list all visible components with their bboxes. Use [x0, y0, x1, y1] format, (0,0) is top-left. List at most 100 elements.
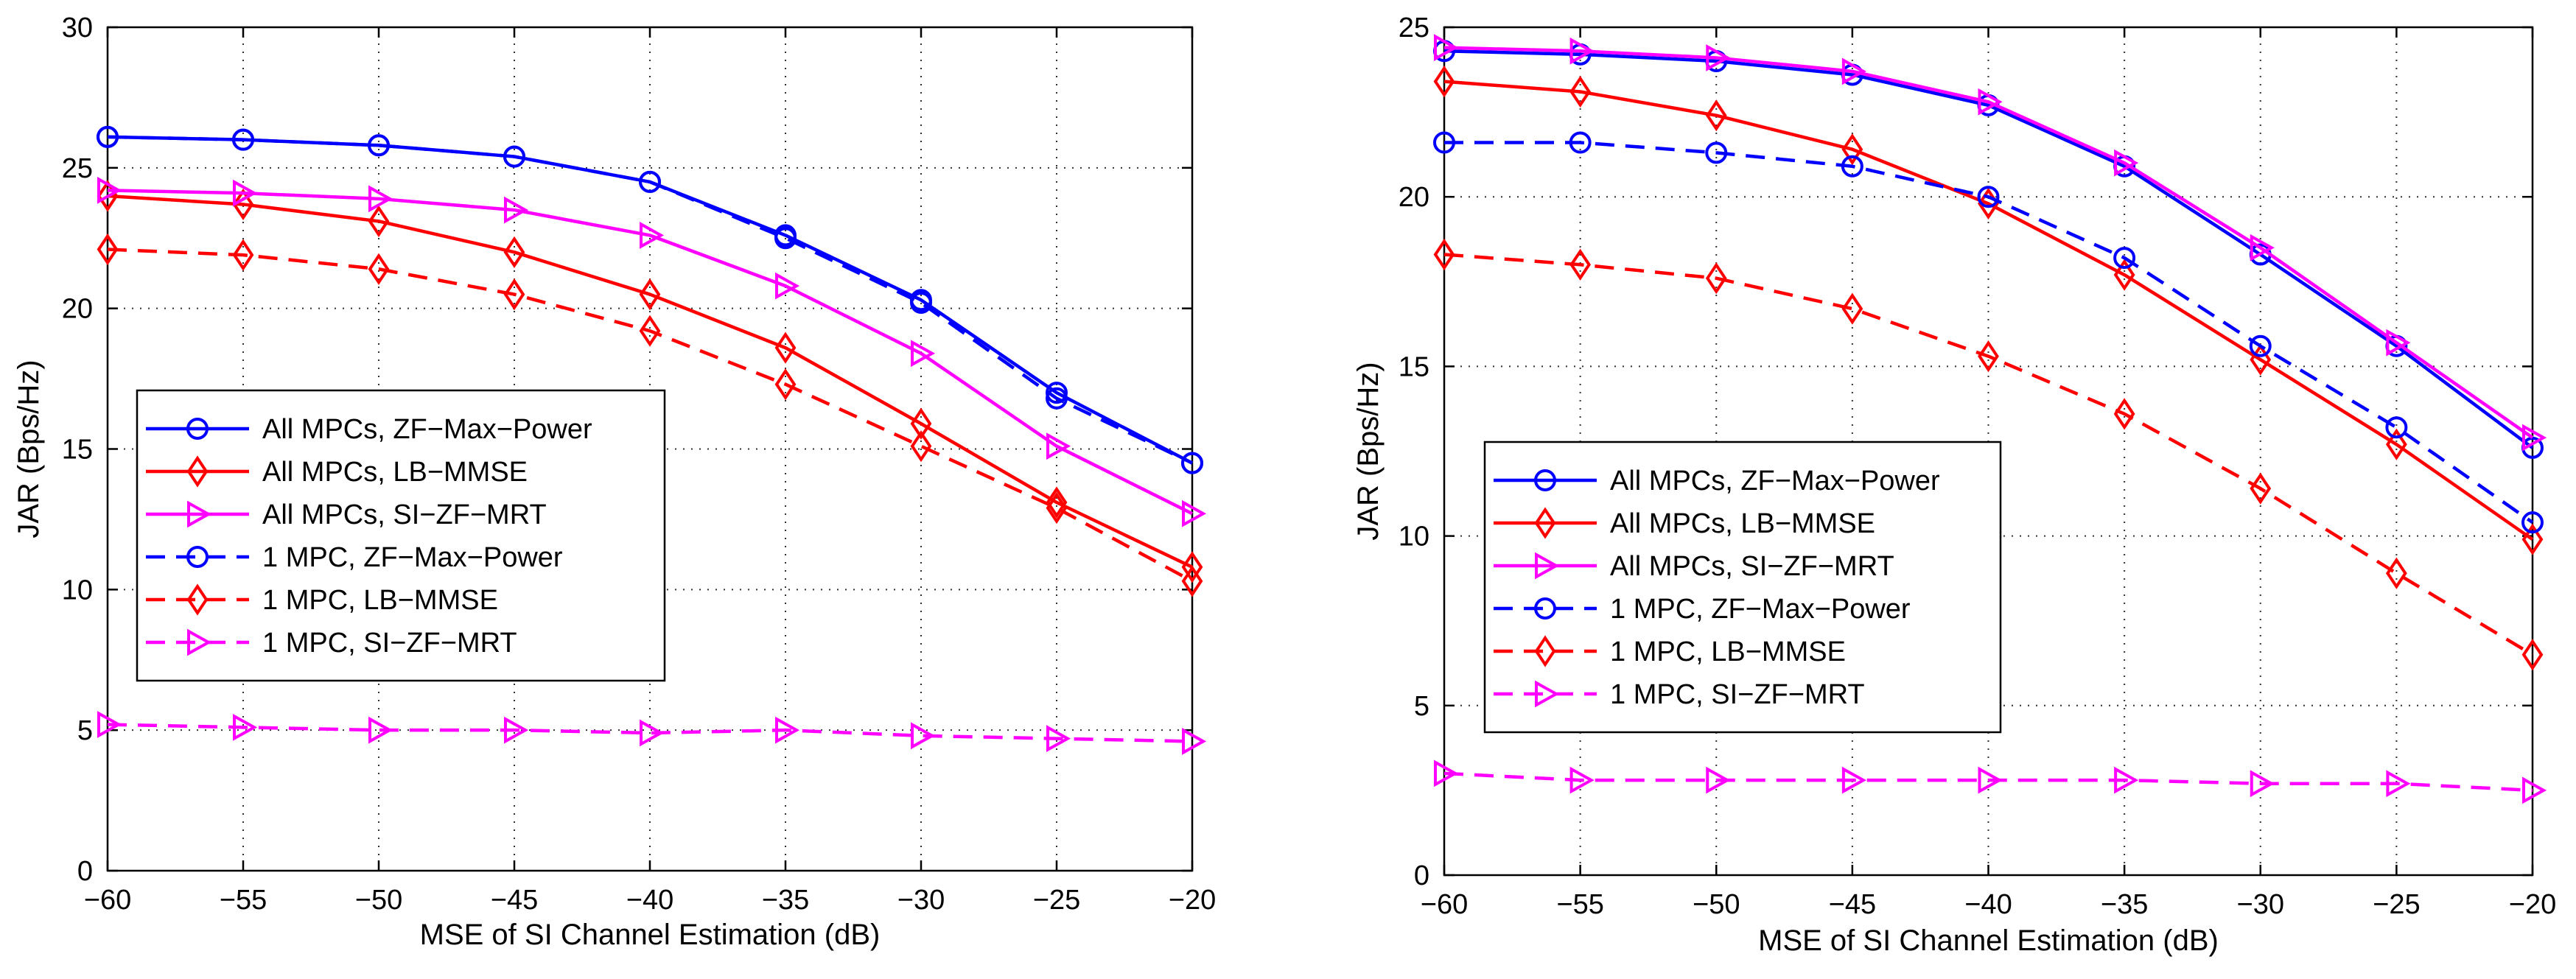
- panel1-series-3-line: [107, 189, 1194, 516]
- panel1-x-tick-label-8: −20: [1169, 885, 1216, 916]
- panel1-legend-marker-4: [186, 546, 209, 568]
- panel1-series-6: [97, 711, 1207, 755]
- panel2-series-6-point-3: [1706, 766, 1731, 794]
- panel2-series-3-point-8: [2386, 329, 2411, 357]
- panel2-series-6-point-1: [1434, 759, 1459, 787]
- panel2-series-3: [1434, 34, 2547, 452]
- panel2-series-6-line: [1443, 771, 2533, 793]
- panel2-series-4-point-2: [1569, 131, 1592, 154]
- panel2-y-axis-label: JAR (Bps/Hz): [1352, 362, 1385, 540]
- panel1-series-3-point-7: [911, 340, 936, 368]
- panel2-series-6-point-7: [2250, 770, 2275, 798]
- panel2-series-3-line: [1443, 46, 2534, 439]
- panel1-series-6-point-3: [368, 716, 393, 744]
- panel1-series-5-point-8: [1046, 492, 1068, 524]
- panel1-series-2-point-2: [232, 188, 254, 221]
- panel2-legend-marker-6: [1535, 680, 1560, 708]
- panel1-legend-label-5: 1 MPC, LB−MMSE: [262, 585, 498, 616]
- panel1-x-tick-label-2: −50: [355, 885, 402, 916]
- panel2-x-tick-label-1: −55: [1556, 889, 1603, 920]
- panel2-series-4-point-9: [2521, 511, 2544, 534]
- panel1-series-5-point-7: [910, 430, 932, 463]
- panel2-legend-marker-4: [1534, 597, 1556, 620]
- panel2-x-axis-label: MSE of SI Channel Estimation (dB): [1758, 924, 2219, 957]
- panel1-legend: All MPCs, ZF−Max−Power All MPCs, LB−MMSE A…: [136, 389, 666, 682]
- panel2-legend: All MPCs, ZF−Max−Power All MPCs, LB−MMSE A…: [1483, 441, 2002, 734]
- panel2-x-tick-label-3: −45: [1829, 889, 1876, 920]
- panel1-legend-label-3: All MPCs, SI−ZF−MRT: [262, 499, 547, 530]
- panel2-series-3-point-5: [1978, 88, 2003, 116]
- panel2-legend-label-3: All MPCs, SI−ZF−MRT: [1610, 551, 1894, 582]
- panel1-series-6-point-2: [233, 713, 258, 741]
- panel1-series-5-point-1: [97, 233, 119, 266]
- panel1-legend-label-6: 1 MPC, SI−ZF−MRT: [262, 628, 517, 659]
- panel1-x-axis-label: MSE of SI Channel Estimation (dB): [420, 919, 881, 951]
- panel2-series-6-point-9: [2522, 776, 2547, 804]
- panel1-series-4-point-8: [1046, 387, 1068, 410]
- panel2-series-5-point-6: [2113, 398, 2135, 430]
- panel1-series-2-point-9: [1181, 551, 1203, 583]
- panel2-x-tick-label-0: −60: [1421, 889, 1468, 920]
- panel2-series-4-point-1: [1433, 131, 1455, 154]
- panel1-series-4-point-9: [1181, 452, 1203, 474]
- panel2-series-5-point-5: [1978, 340, 1999, 373]
- panel1-y-tick-label-1: 5: [77, 715, 93, 746]
- panel1-series-3-point-1: [97, 176, 122, 204]
- panel2-series-4-point-5: [1977, 186, 2000, 208]
- panel2-series-4-point-4: [1841, 155, 1863, 178]
- panel2-series-5-point-9: [2521, 639, 2544, 671]
- panel1-legend-label-2: All MPCs, LB−MMSE: [262, 457, 528, 488]
- panel2-series-2-point-9: [2521, 523, 2544, 555]
- panel2-x-tick-label-6: −30: [2237, 889, 2284, 920]
- panel1-series-5-line: [107, 248, 1194, 583]
- panel2-series-4: [1433, 131, 2544, 534]
- panel2-series-3-point-7: [2250, 234, 2275, 262]
- panel2-series-4-line: [1444, 141, 2534, 524]
- panel1-series-5-point-9: [1181, 565, 1203, 597]
- panel2-series-3-point-6: [2114, 149, 2139, 177]
- panel2-legend-label-4: 1 MPC, ZF−Max−Power: [1610, 594, 1911, 625]
- panel2-legend-box: [1483, 441, 2002, 734]
- panel1-y-tick-label-5: 25: [62, 153, 93, 184]
- panel1-series-2-point-3: [368, 205, 390, 237]
- panel2-series-6-point-6: [2114, 766, 2139, 794]
- panel1-y-tick-label-2: 10: [62, 575, 93, 606]
- panel2-x-tick-label-5: −35: [2101, 889, 2148, 920]
- panel1-x-tick-label-6: −30: [897, 885, 945, 916]
- panel1-y-tick-label-3: 15: [62, 435, 93, 466]
- panel2-series-3-point-3: [1706, 44, 1731, 71]
- panel1-x-tick-label-1: −55: [220, 885, 267, 916]
- panel1-legend-box: [136, 389, 666, 682]
- panel2-series-5-line: [1443, 253, 2534, 656]
- panel2-series-2-point-3: [1705, 99, 1727, 132]
- panel2-series-3-point-4: [1841, 57, 1866, 85]
- panel1-legend-marker-2: [186, 455, 209, 488]
- panel1-legend-marker-1: [186, 418, 209, 440]
- panel1-series-2-point-5: [639, 278, 661, 311]
- panel1-legend-marker-3: [187, 500, 212, 528]
- panel2-series-3-point-2: [1569, 37, 1595, 65]
- panel1-series-4: [97, 125, 1203, 474]
- panel1-series-6-point-9: [1182, 728, 1207, 755]
- panel2-series-5-point-3: [1705, 262, 1727, 295]
- panel1-series-3-point-2: [233, 179, 258, 207]
- panel1-series-3-point-6: [775, 272, 800, 300]
- panel1-series-6-point-7: [911, 722, 936, 750]
- panel2-series-6-point-8: [2386, 770, 2411, 798]
- panel2-y-tick-label-0: 0: [1414, 860, 1429, 891]
- panel2-series-4-point-3: [1705, 141, 1728, 164]
- panel2-series-4-point-6: [2113, 247, 2136, 270]
- panel2-x-tick-label-7: −25: [2373, 889, 2420, 920]
- panel1-series-5-point-3: [368, 253, 390, 285]
- panel1-series-3: [97, 176, 1207, 527]
- panel2-legend-marker-1: [1534, 469, 1556, 491]
- panel1-series-3-point-3: [368, 185, 393, 213]
- panel2-y-tick-label-1: 5: [1414, 691, 1429, 722]
- panel1-series-2: [97, 180, 1203, 583]
- panel1-y-tick-label-6: 30: [62, 13, 93, 43]
- panel1-series-3-point-4: [504, 196, 529, 224]
- panel2-series-5-point-2: [1569, 248, 1592, 281]
- panel1-x-tick-label-7: −25: [1033, 885, 1080, 916]
- panel2-series-3-point-9: [2522, 424, 2547, 452]
